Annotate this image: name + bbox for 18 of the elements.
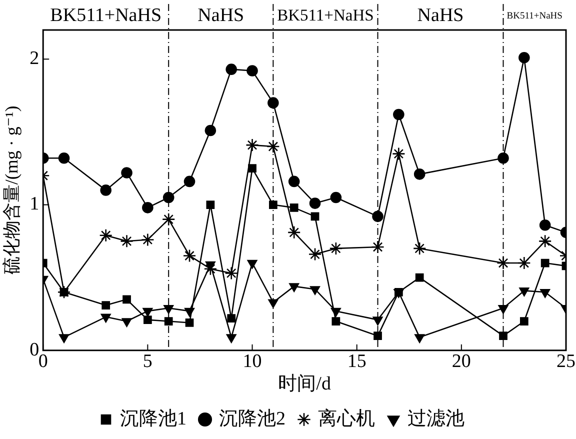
y-tick-label: 1 [30,194,40,215]
y-axis-title: 硫化物含量/(mg · g⁻¹) [2,106,22,275]
text: NaHS [198,4,244,26]
x-tick-label: 20 [452,350,471,372]
x-tick-label: 10 [242,350,262,372]
x-axis-title: 时间/d [278,374,332,395]
x-tick-label: 15 [347,350,366,372]
x-tick-label: 25 [556,350,576,372]
text: BK511+NaHS [50,4,162,26]
legend-label: 离心机 [318,407,375,430]
text: BK511+NaHS [277,5,374,24]
legend-label: 过滤池 [408,408,464,430]
text: NaHS [417,4,464,26]
legend-label: 沉降池1 [120,408,186,430]
text: BK511+NaHS [506,12,562,22]
legend-label: 沉降池2 [219,408,286,430]
x-tick-label: 5 [142,350,152,372]
y-tick-label: 2 [30,48,40,70]
